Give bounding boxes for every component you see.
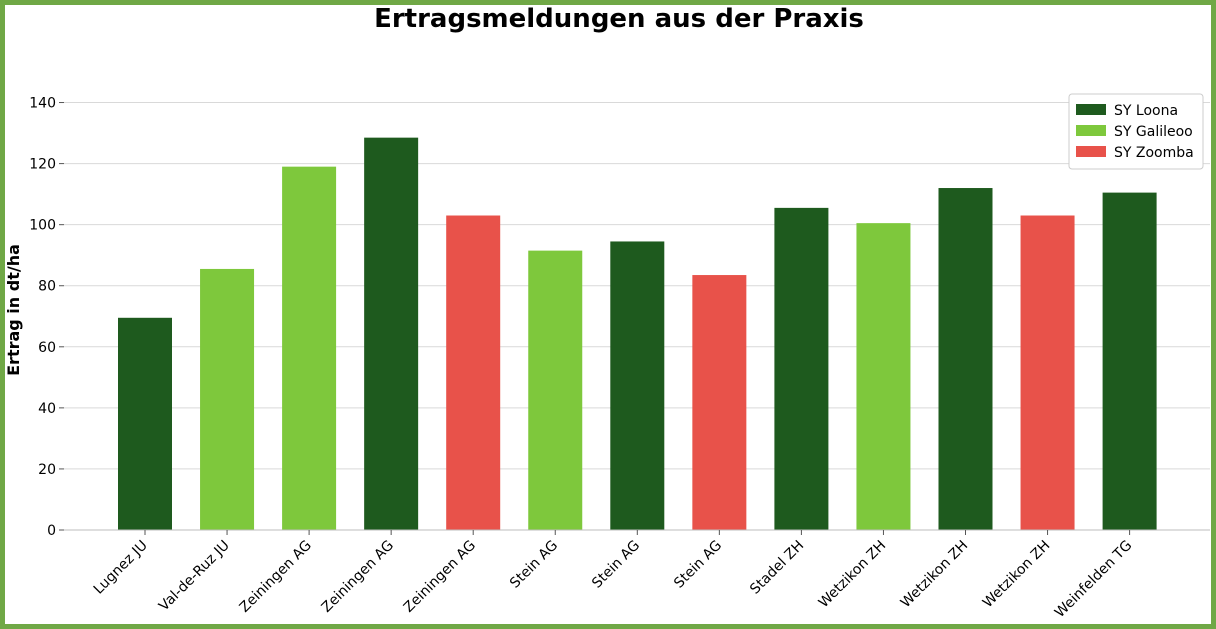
- x-tick-label: Lugnez JU: [91, 538, 151, 598]
- x-tick-label: Weinfelden TG: [1052, 538, 1135, 621]
- y-tick-label: 120: [29, 157, 56, 173]
- bar: [1020, 215, 1075, 531]
- bars: [118, 137, 1157, 531]
- x-tick-label: Zeiningen AG: [401, 538, 479, 616]
- legend-swatch: [1076, 146, 1106, 157]
- x-tick-label: Stadel ZH: [747, 538, 807, 598]
- x-tick-label: Wetzikon ZH: [898, 538, 972, 612]
- bar: [200, 268, 255, 530]
- legend-swatch: [1076, 125, 1106, 136]
- y-tick-label: 0: [47, 523, 56, 539]
- bar: [774, 207, 829, 530]
- bar: [528, 250, 583, 530]
- bar: [118, 317, 172, 530]
- bar: [610, 241, 665, 530]
- y-tick-label: 20: [38, 462, 56, 478]
- bar: [938, 188, 993, 530]
- bar: [364, 137, 419, 530]
- legend: SY Loona SY Galileoo SY Zoomba: [1068, 93, 1204, 170]
- x-tick-label: Val-de-Ruz JU: [156, 538, 233, 615]
- grid: [64, 102, 1210, 470]
- x-tick-label: Zeiningen AG: [237, 538, 315, 616]
- y-tick-label: 140: [29, 96, 56, 112]
- chart-title: Ertragsmeldungen aus der Praxis: [374, 4, 864, 34]
- x-tick-label: Wetzikon ZH: [980, 538, 1054, 612]
- bar: [856, 223, 911, 530]
- bar: [1102, 192, 1157, 530]
- bar: [692, 275, 747, 530]
- y-tick-label: 40: [38, 401, 56, 417]
- x-tick-label: Stein AG: [507, 538, 561, 592]
- bar: [446, 215, 501, 531]
- x-tick-label: Wetzikon ZH: [816, 538, 890, 612]
- y-axis: 0 20 40 60 80 100 120 140: [29, 96, 1210, 539]
- x-tick-label: Zeiningen AG: [319, 538, 397, 616]
- y-tick-label: 60: [38, 340, 56, 356]
- x-tick-label: Stein AG: [589, 538, 643, 592]
- legend-label: SY Loona: [1114, 103, 1178, 119]
- x-axis: Lugnez JU Val-de-Ruz JU Zeiningen AG Zeinin…: [91, 530, 1135, 621]
- y-tick-label: 80: [38, 279, 56, 295]
- legend-label: SY Zoomba: [1114, 145, 1194, 161]
- x-tick-label: Stein AG: [671, 538, 725, 592]
- y-axis-label: Ertrag in dt/ha: [4, 244, 23, 376]
- legend-label: SY Galileoo: [1114, 124, 1193, 140]
- bar: [282, 166, 337, 531]
- y-tick-label: 100: [29, 218, 56, 234]
- legend-swatch: [1076, 104, 1106, 115]
